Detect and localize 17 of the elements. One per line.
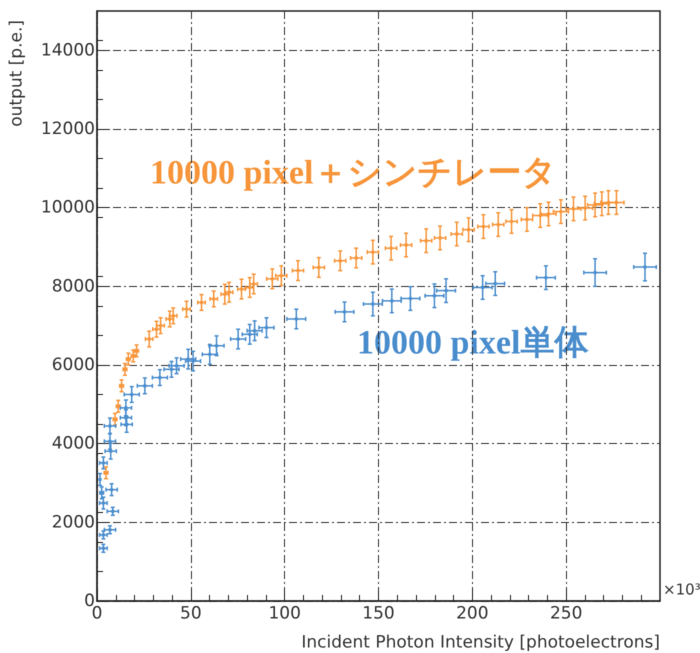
series-label: 10000 pixel＋シンチレータ (150, 154, 556, 192)
y-tick-label: 14000 (40, 40, 95, 60)
y-tick-label: 8000 (52, 276, 95, 296)
x-tick-label: 250 (550, 604, 582, 624)
x-tick-label: 100 (268, 604, 301, 624)
x-tick-label: 50 (180, 604, 202, 624)
y-tick-label: 10000 (40, 198, 95, 218)
x-tick-label: 200 (456, 604, 489, 624)
y-tick-label: 4000 (52, 434, 95, 454)
x-tick-label: 150 (362, 604, 395, 624)
y-tick-label: 2000 (52, 512, 95, 532)
text: ×10³ (663, 580, 700, 598)
y-axis-title: output [p.e.] (6, 20, 26, 127)
x-axis-title: Incident Photon Intensity [photoelectrons] (301, 632, 660, 652)
series-label: 10000 pixel単体 (357, 324, 590, 362)
y-tick-label: 6000 (52, 355, 95, 375)
y-tick-label: 12000 (40, 119, 95, 139)
